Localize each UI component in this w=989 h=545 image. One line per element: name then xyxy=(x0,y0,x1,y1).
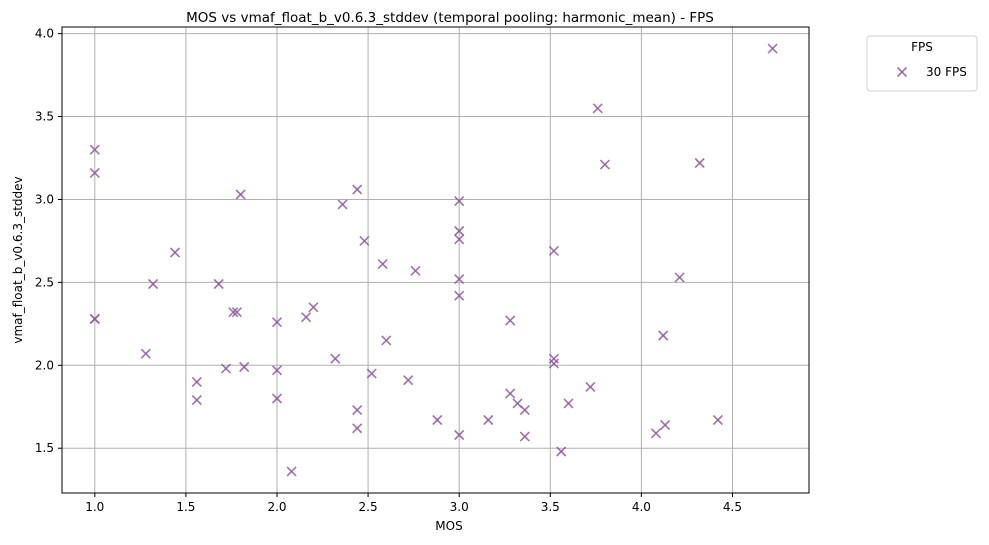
legend-entry-label: 30 FPS xyxy=(926,65,967,79)
data-point xyxy=(403,375,414,386)
data-point xyxy=(548,358,559,369)
data-point xyxy=(228,307,239,318)
data-point xyxy=(519,431,530,442)
data-point xyxy=(767,43,778,54)
data-point xyxy=(454,196,465,207)
data-point xyxy=(359,235,370,246)
legend-title: FPS xyxy=(911,40,933,54)
data-point xyxy=(239,361,250,373)
legend-marker xyxy=(896,66,908,78)
data-point xyxy=(191,376,202,387)
x-tick-label: 2.0 xyxy=(267,500,286,514)
y-tick-label: 1.5 xyxy=(35,441,54,455)
data-point xyxy=(271,393,283,404)
data-point xyxy=(712,414,723,426)
data-point xyxy=(352,405,363,416)
data-point xyxy=(599,159,610,170)
y-axis-ticks: 1.5 2.0 2.5 3.0 3.5 4.0 xyxy=(35,27,62,455)
data-point xyxy=(505,315,516,326)
plot-area xyxy=(61,26,810,494)
data-point xyxy=(301,312,312,323)
data-point xyxy=(191,395,202,406)
data-point xyxy=(592,103,603,114)
y-tick-label: 2.5 xyxy=(35,275,54,289)
data-point xyxy=(352,423,363,434)
data-point xyxy=(660,419,671,431)
data-point xyxy=(519,405,530,416)
data-point xyxy=(454,429,465,441)
y-tick-label: 4.0 xyxy=(35,27,54,41)
data-point xyxy=(674,272,685,283)
x-tick-label: 4.0 xyxy=(632,500,651,514)
y-axis-label: vmaf_float_b_v0.6.3_stddev xyxy=(11,176,25,343)
x-tick-label: 4.5 xyxy=(723,500,742,514)
data-point xyxy=(454,274,465,285)
data-point xyxy=(410,265,421,276)
data-point xyxy=(89,167,100,178)
x-tick-label: 3.5 xyxy=(541,500,560,514)
data-point xyxy=(454,234,465,245)
data-point xyxy=(169,247,181,258)
data-point xyxy=(377,259,388,270)
data-point xyxy=(556,446,567,457)
data-point xyxy=(658,330,669,341)
x-axis-ticks: 1.0 1.5 2.0 2.5 3.0 3.5 4.0 4.5 xyxy=(85,493,742,514)
data-point xyxy=(505,388,516,399)
data-point xyxy=(694,157,705,169)
data-points xyxy=(89,43,778,477)
x-tick-label: 1.5 xyxy=(176,500,195,514)
data-point xyxy=(381,335,392,346)
data-point xyxy=(563,398,574,409)
y-tick-label: 2.0 xyxy=(35,358,54,372)
data-point xyxy=(213,278,224,290)
legend-box xyxy=(866,35,978,92)
data-point xyxy=(548,245,559,256)
x-axis-label: MOS xyxy=(435,519,462,533)
data-point xyxy=(286,466,297,477)
data-point xyxy=(352,184,363,195)
data-point xyxy=(650,428,662,439)
legend: FPS 30 FPS xyxy=(866,35,978,92)
data-point xyxy=(235,189,246,200)
data-point xyxy=(271,365,283,376)
data-point xyxy=(220,363,232,374)
x-tick-label: 1.0 xyxy=(85,500,104,514)
data-point xyxy=(140,348,151,359)
y-tick-label: 3.5 xyxy=(35,110,54,124)
data-point xyxy=(483,414,494,426)
data-point xyxy=(89,313,100,324)
data-point xyxy=(585,381,596,392)
data-point xyxy=(148,278,159,290)
data-point xyxy=(271,317,283,328)
data-point xyxy=(308,302,319,313)
data-point xyxy=(454,225,465,237)
data-point xyxy=(432,414,443,426)
x-tick-label: 3.0 xyxy=(450,500,469,514)
grid-lines xyxy=(62,27,809,493)
data-point xyxy=(337,199,348,210)
chart-title: MOS vs vmaf_float_b_v0.6.3_stddev (tempo… xyxy=(186,10,714,26)
x-tick-label: 2.5 xyxy=(359,500,378,514)
y-tick-label: 3.0 xyxy=(35,192,54,206)
data-point xyxy=(366,368,377,379)
data-point xyxy=(454,290,465,301)
data-point xyxy=(231,307,242,318)
data-point xyxy=(89,144,100,155)
data-point xyxy=(330,353,341,364)
